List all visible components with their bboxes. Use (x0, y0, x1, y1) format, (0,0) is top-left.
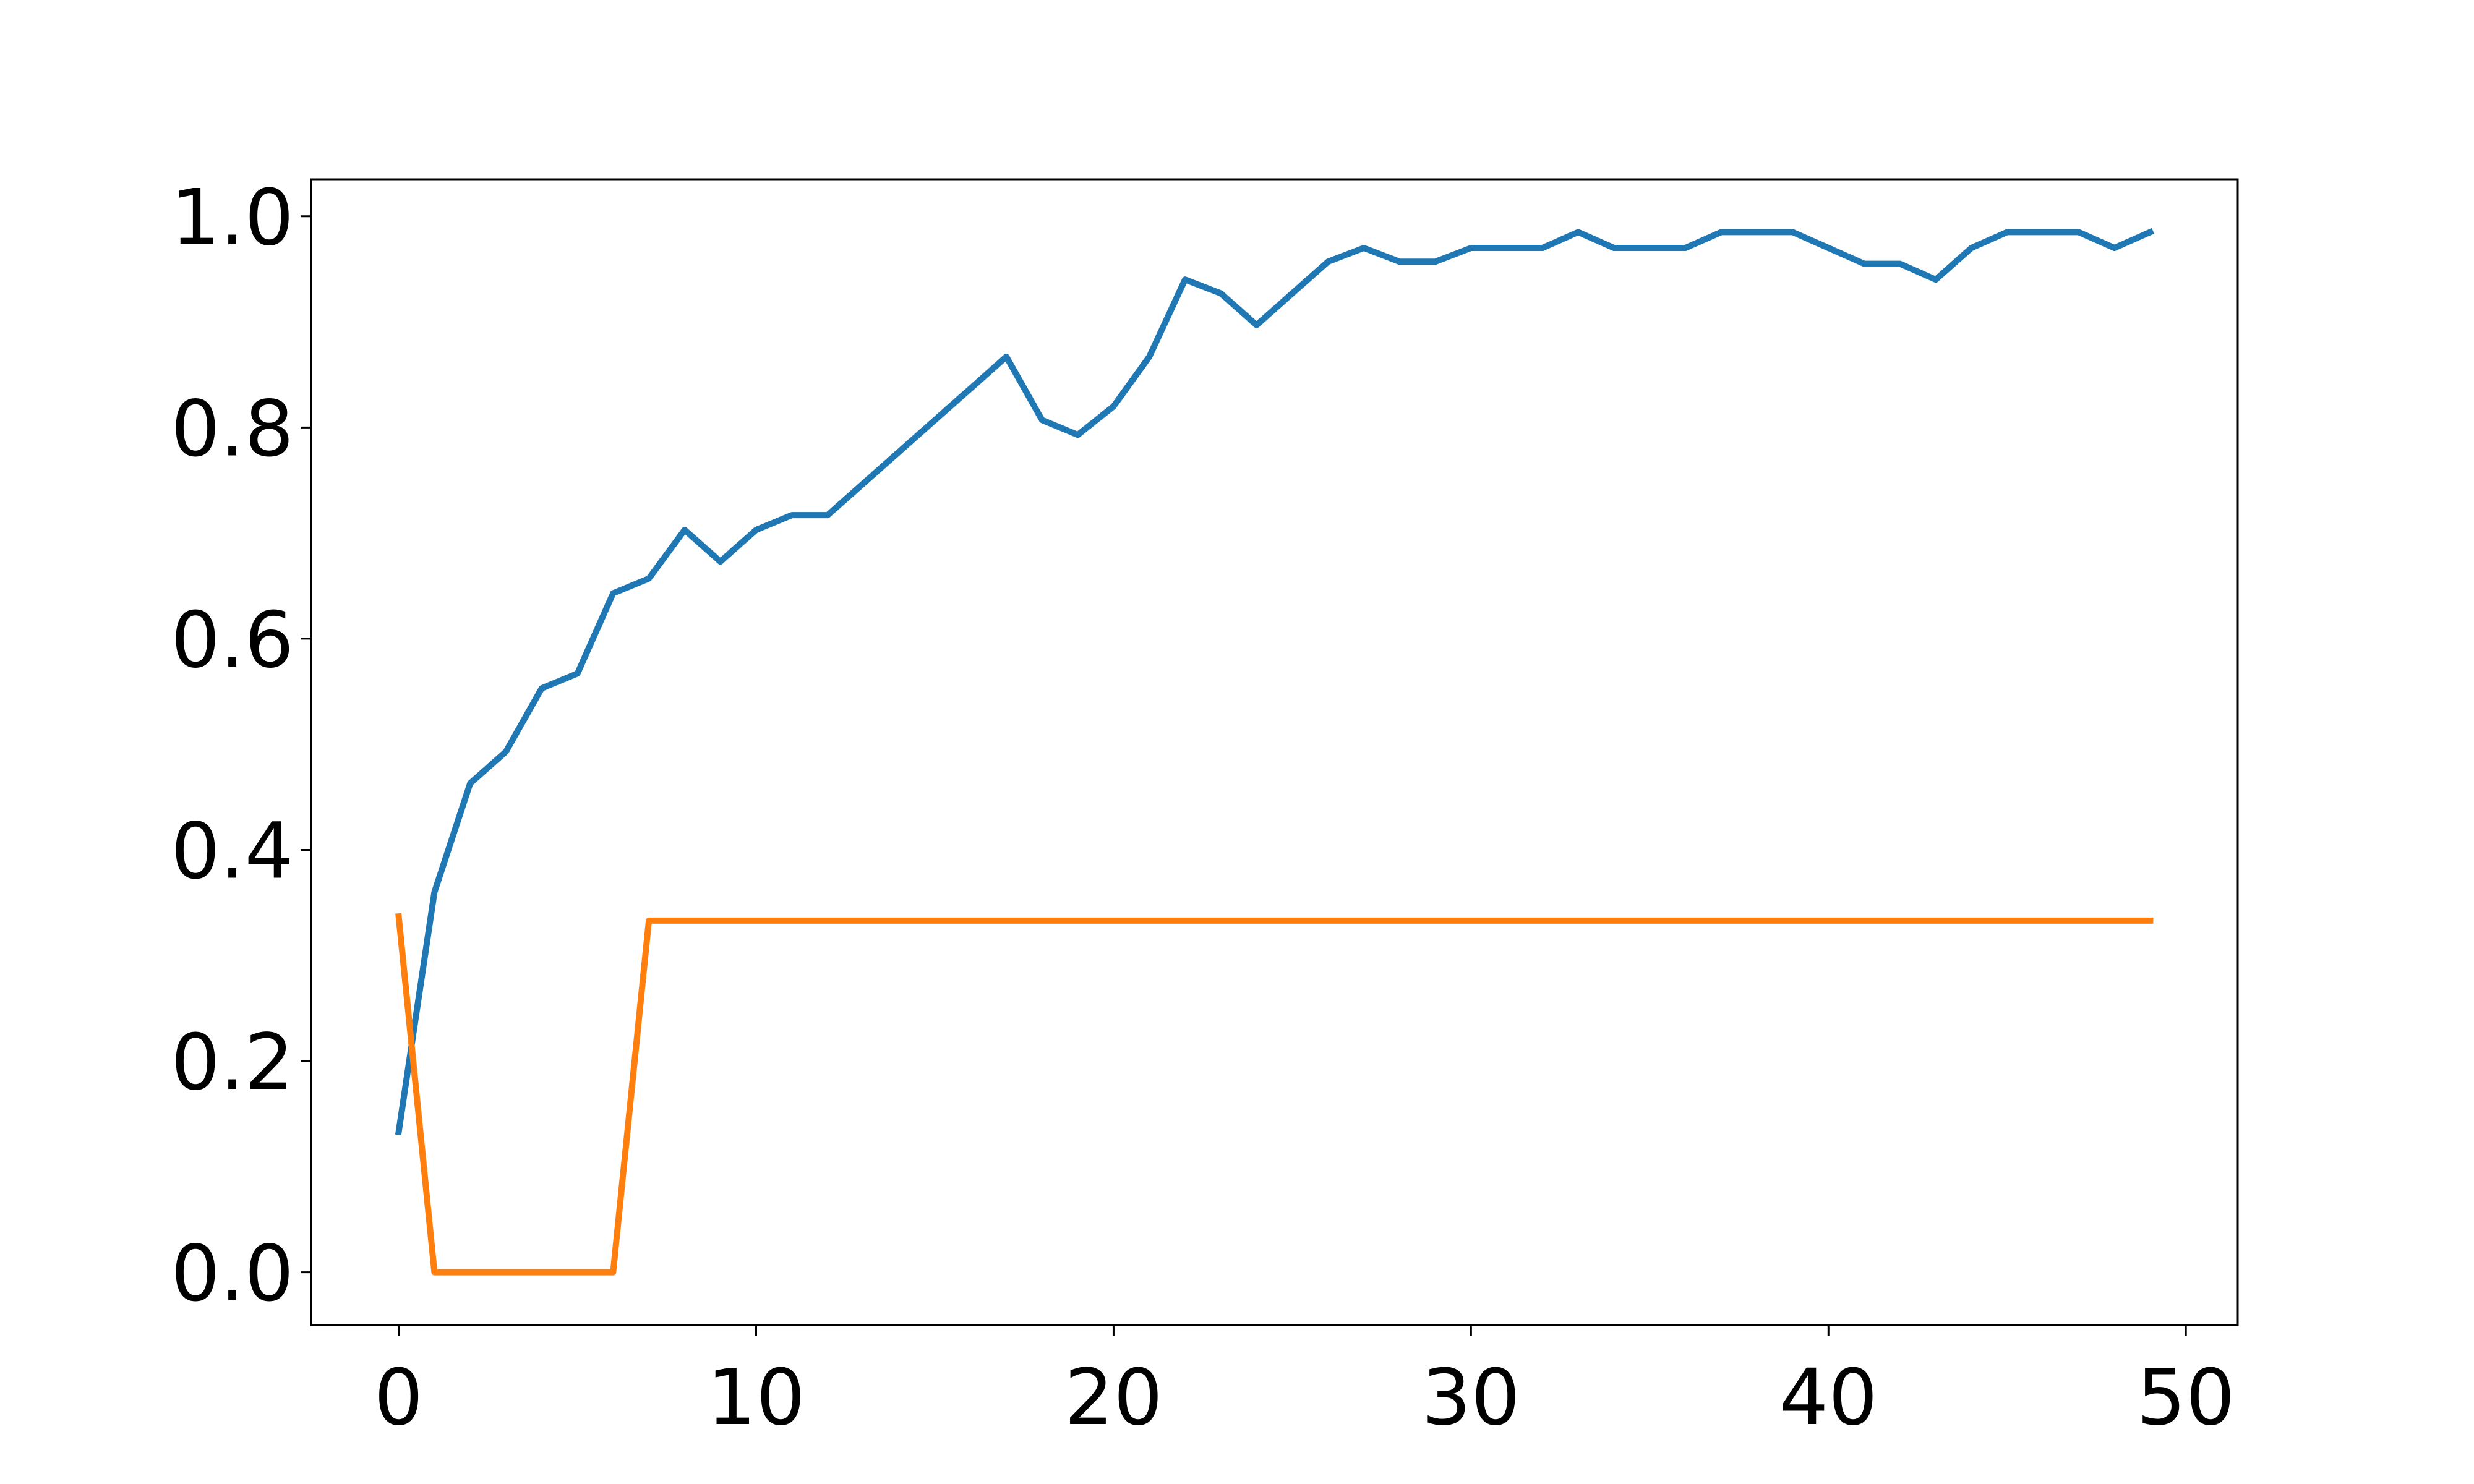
x-tick-label: 10 (707, 1353, 805, 1443)
y-tick-label: 0.2 (171, 1018, 294, 1107)
x-tick-label: 0 (374, 1353, 424, 1443)
y-tick-label: 0.4 (171, 806, 294, 896)
x-axis: 0 10 20 30 40 50 (374, 1325, 2235, 1443)
series-layer (395, 228, 2154, 1276)
y-tick-label: 0.0 (171, 1229, 294, 1319)
series-line-2 (395, 913, 2154, 1276)
y-tick-label: 0.8 (171, 384, 294, 474)
y-tick-label: 0.6 (171, 595, 294, 685)
x-tick-label: 50 (2137, 1353, 2235, 1443)
x-tick-label: 30 (1422, 1353, 1520, 1443)
series-line-1 (395, 228, 2154, 1136)
y-tick-label: 1.0 (171, 173, 294, 263)
plot-frame (310, 178, 2239, 1326)
y-axis: 0.0 0.2 0.4 0.6 0.8 1.0 (171, 173, 311, 1319)
x-tick-label: 40 (1779, 1353, 1878, 1443)
x-tick-label: 20 (1064, 1353, 1163, 1443)
